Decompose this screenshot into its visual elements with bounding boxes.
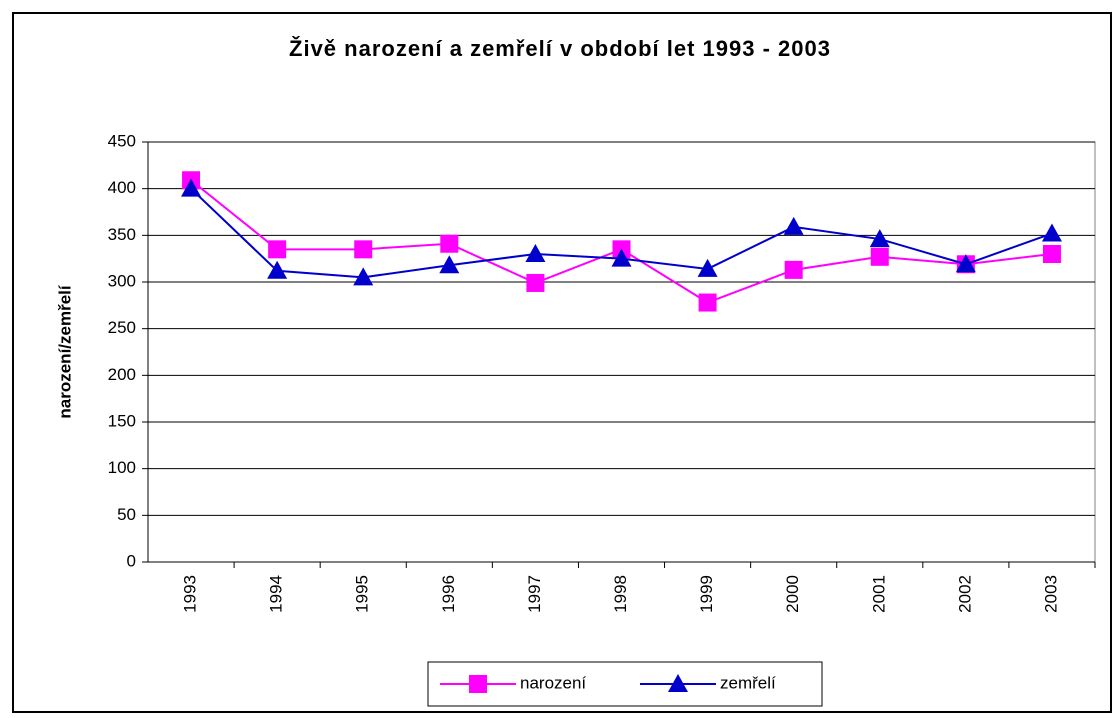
legend-label: narození: [520, 673, 586, 692]
legend-marker: [469, 675, 487, 693]
plot-area: [147, 141, 1096, 563]
y-tick-label: 450: [108, 131, 136, 150]
y-tick-label: 350: [108, 225, 136, 244]
x-tick-label: 2003: [1041, 575, 1060, 613]
x-tick-label: 1996: [439, 575, 458, 613]
x-tick-label: 1998: [611, 575, 630, 613]
legend-marker: [668, 674, 688, 692]
y-tick-label: 300: [108, 271, 136, 290]
y-tick-label: 50: [117, 505, 136, 524]
point: [870, 247, 889, 266]
point: [783, 216, 804, 235]
point: [869, 229, 890, 248]
point: [268, 240, 287, 259]
x-tick-label: 1995: [353, 575, 372, 613]
point: [697, 258, 718, 277]
point: [1042, 245, 1061, 263]
x-tick-label: 1997: [525, 575, 544, 613]
legend-label: zemřelí: [720, 673, 776, 692]
point: [698, 293, 717, 312]
x-tick-label: 1993: [181, 575, 200, 613]
x-tick-label: 2002: [955, 575, 974, 613]
y-tick-label: 250: [108, 318, 136, 337]
x-tick-label: 2001: [869, 575, 888, 613]
point: [784, 260, 803, 279]
y-tick-label: 200: [108, 365, 136, 384]
point: [611, 248, 632, 267]
chart-title: Živě narození a zemřelí v období let 199…: [289, 36, 831, 61]
y-tick-label: 400: [108, 178, 136, 197]
point: [440, 234, 459, 253]
point: [181, 178, 202, 197]
point: [354, 240, 373, 259]
y-tick-label: 0: [127, 551, 136, 570]
point: [955, 254, 976, 273]
x-tick-label: 1999: [697, 575, 716, 613]
y-tick-label: 150: [108, 411, 136, 430]
y-tick-label: 100: [108, 458, 136, 477]
point: [353, 267, 374, 286]
point: [525, 244, 546, 262]
point: [526, 273, 545, 292]
y-axis-title: narození/zemřelí: [55, 284, 74, 418]
point: [439, 255, 460, 274]
x-tick-label: 2000: [783, 575, 802, 613]
point: [1041, 223, 1062, 242]
point: [267, 260, 288, 279]
x-tick-label: 1994: [267, 575, 286, 613]
